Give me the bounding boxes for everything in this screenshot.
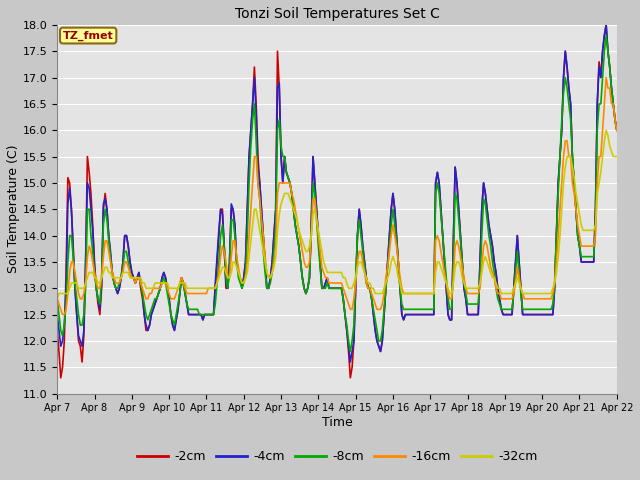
-2cm — [68, 206, 76, 212]
-2cm — [602, 22, 610, 28]
-4cm — [64, 201, 72, 207]
-2cm — [53, 327, 61, 333]
-4cm — [78, 343, 86, 349]
-32cm — [259, 249, 267, 254]
-4cm — [345, 343, 353, 349]
-4cm — [259, 233, 267, 239]
X-axis label: Time: Time — [322, 416, 353, 429]
Line: -2cm: -2cm — [57, 25, 617, 378]
Text: TZ_fmet: TZ_fmet — [63, 30, 113, 41]
-16cm — [66, 270, 74, 276]
-8cm — [602, 33, 610, 38]
-2cm — [613, 127, 621, 133]
-16cm — [59, 312, 67, 317]
Title: Tonzi Soil Temperatures Set C: Tonzi Soil Temperatures Set C — [235, 7, 440, 21]
Line: -8cm: -8cm — [57, 36, 617, 351]
-32cm — [281, 191, 289, 196]
-8cm — [259, 249, 267, 254]
-32cm — [66, 286, 74, 291]
-4cm — [602, 22, 610, 28]
Legend: -2cm, -4cm, -8cm, -16cm, -32cm: -2cm, -4cm, -8cm, -16cm, -32cm — [132, 445, 543, 468]
-32cm — [613, 154, 621, 159]
-2cm — [57, 375, 65, 381]
-16cm — [53, 296, 61, 301]
-16cm — [261, 254, 269, 260]
-8cm — [345, 338, 353, 344]
-2cm — [346, 375, 354, 381]
-8cm — [53, 296, 61, 301]
-2cm — [80, 333, 88, 338]
-8cm — [613, 127, 621, 133]
-8cm — [346, 348, 354, 354]
-8cm — [64, 259, 72, 265]
Line: -4cm: -4cm — [57, 25, 617, 362]
-4cm — [346, 359, 354, 365]
Line: -16cm: -16cm — [57, 78, 617, 314]
-4cm — [53, 312, 61, 317]
-4cm — [281, 154, 289, 159]
-2cm — [261, 259, 269, 265]
-2cm — [282, 169, 290, 175]
-16cm — [346, 306, 354, 312]
-16cm — [602, 75, 610, 81]
-2cm — [66, 180, 74, 186]
-8cm — [66, 233, 74, 239]
-8cm — [78, 322, 86, 328]
-16cm — [80, 291, 88, 297]
-16cm — [282, 180, 290, 186]
Y-axis label: Soil Temperature (C): Soil Temperature (C) — [7, 145, 20, 274]
-4cm — [66, 185, 74, 191]
Line: -32cm: -32cm — [57, 130, 617, 299]
-4cm — [613, 127, 621, 133]
-8cm — [281, 154, 289, 159]
-16cm — [68, 259, 76, 265]
-32cm — [53, 296, 61, 301]
-32cm — [64, 291, 72, 297]
-16cm — [613, 127, 621, 133]
-32cm — [602, 127, 610, 133]
-32cm — [345, 286, 353, 291]
-32cm — [78, 286, 86, 291]
